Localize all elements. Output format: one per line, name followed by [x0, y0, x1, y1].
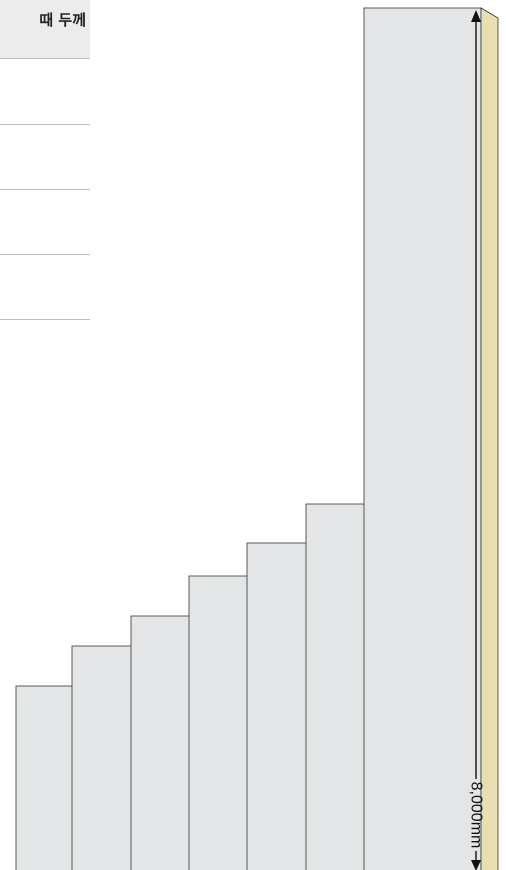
table-row-divider	[0, 124, 90, 125]
table-row-divider	[0, 58, 90, 59]
arrow-up-icon	[471, 10, 481, 22]
table-row-divider	[0, 189, 90, 190]
table-header-text: 때 두께	[39, 11, 86, 29]
table-header	[0, 0, 90, 58]
panel: 8,000mm	[363, 7, 499, 870]
spec-table-fragment: 때 두께	[0, 0, 90, 330]
panel-edge	[480, 7, 499, 870]
table-row-divider	[0, 254, 90, 255]
arrow-down-icon	[471, 860, 481, 870]
panel-height-label: 8,000mm	[468, 782, 485, 849]
table-row-divider	[0, 319, 90, 320]
panel-face	[363, 7, 482, 870]
